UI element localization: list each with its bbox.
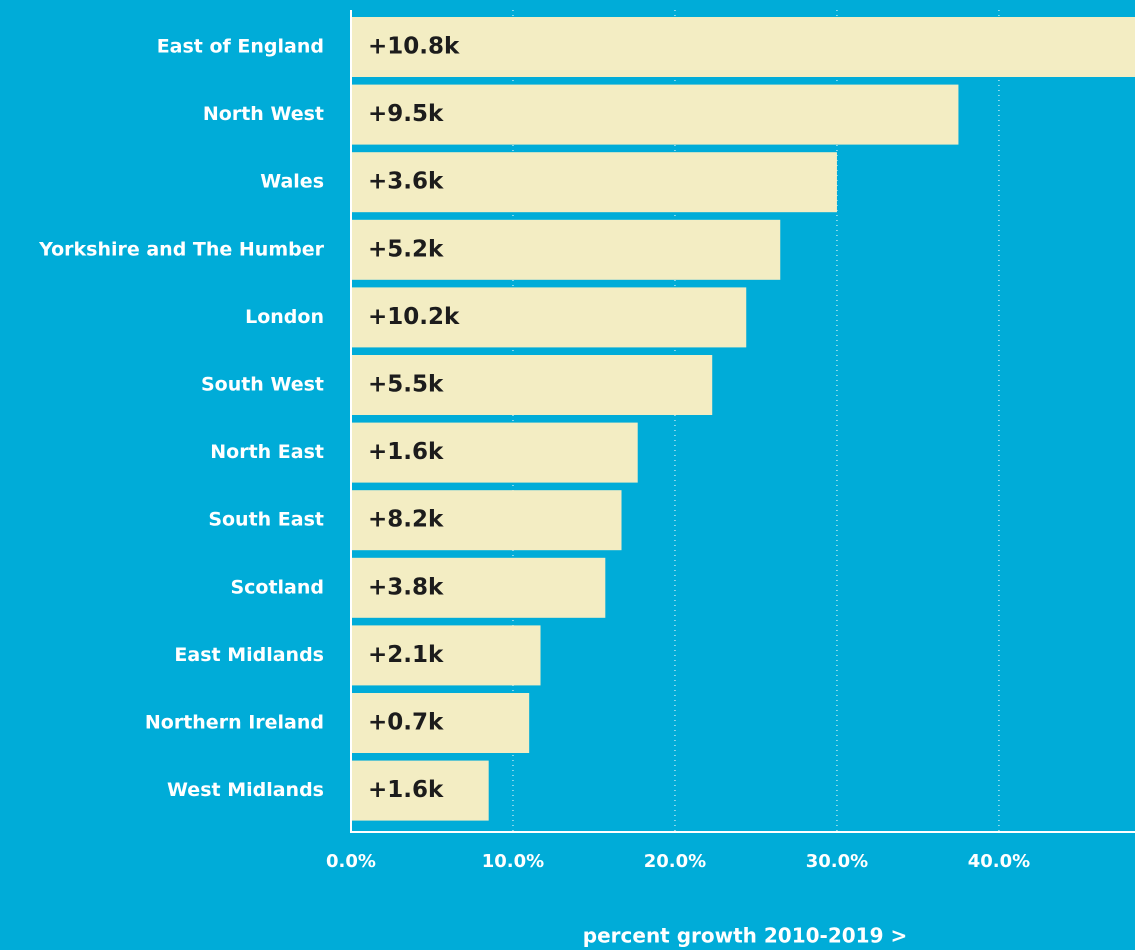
bar-label: +8.2k (368, 507, 444, 533)
category-label: East Midlands (174, 644, 324, 666)
bar-label: +5.5k (368, 372, 444, 398)
bar (351, 152, 837, 213)
category-label: Northern Ireland (145, 712, 324, 734)
bar-label: +3.8k (368, 574, 444, 600)
category-label: South West (201, 374, 324, 396)
bar-label: +0.7k (368, 710, 444, 736)
bar-label: +1.6k (368, 777, 444, 803)
x-tick-label: 40.0% (968, 851, 1030, 872)
bar (351, 625, 541, 686)
bar (351, 557, 606, 618)
bar-label: +10.8k (368, 34, 460, 60)
bar (351, 422, 638, 483)
x-tick-label: 10.0% (482, 851, 544, 872)
bar (351, 490, 622, 551)
bar-label: +3.6k (368, 169, 444, 195)
bar-label: +2.1k (368, 642, 444, 668)
bar (351, 17, 1135, 77)
bars (351, 17, 1135, 821)
category-label: North East (210, 441, 324, 463)
category-label: South East (208, 509, 324, 531)
category-label: North West (203, 103, 324, 125)
bar-label: +9.5k (368, 101, 444, 127)
x-tick-label: 30.0% (806, 851, 868, 872)
bar-label: +10.2k (368, 304, 460, 330)
x-tick-label: 0.0% (326, 851, 376, 872)
bar (351, 760, 489, 821)
category-label: Yorkshire and The Humber (38, 238, 325, 260)
category-label: London (245, 306, 324, 328)
x-axis-label: percent growth 2010-2019 > (583, 924, 907, 948)
category-label: Wales (260, 171, 324, 193)
bar (351, 355, 713, 415)
bar (351, 219, 781, 280)
x-tick-label: 20.0% (644, 851, 706, 872)
bar-label: +5.2k (368, 236, 444, 262)
bar (351, 693, 530, 753)
bar-label: +1.6k (368, 439, 444, 465)
category-label: Scotland (230, 576, 324, 598)
category-label: West Midlands (167, 779, 324, 801)
category-label: East of England (157, 36, 324, 58)
bar (351, 84, 959, 145)
bar (351, 287, 747, 348)
